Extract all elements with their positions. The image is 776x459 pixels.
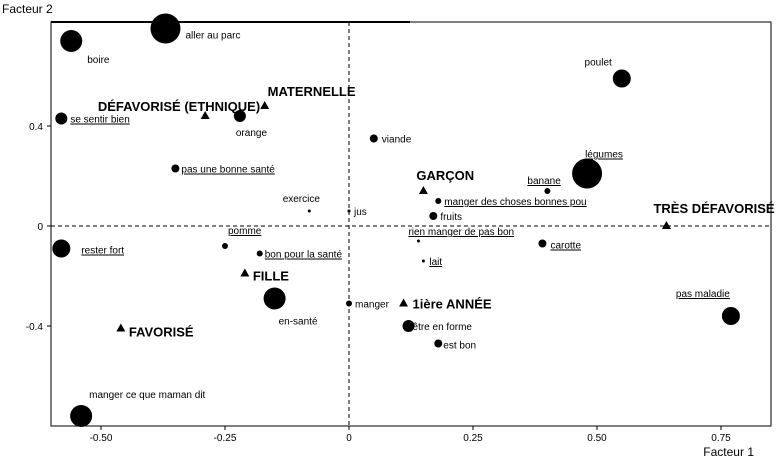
- x-tick-label: 0.75: [711, 433, 731, 444]
- plot-border: [50, 21, 772, 427]
- word-point: [60, 30, 83, 52]
- y-tick-label: 0: [37, 222, 43, 233]
- word-point: [347, 209, 351, 213]
- word-point: [233, 110, 246, 122]
- word-label: pas une bonne santé: [181, 165, 275, 176]
- word-point: [171, 164, 180, 173]
- word-label: poulet: [585, 58, 612, 69]
- group-point: [260, 101, 270, 109]
- word-point: [256, 250, 263, 257]
- x-axis-title: Facteur 1: [703, 445, 754, 459]
- group-point: [661, 221, 671, 229]
- word-point: [572, 158, 603, 189]
- word-point: [52, 239, 71, 258]
- group-point: [116, 323, 126, 332]
- group-label: DÉFAVORISÉ (ETHNIQUE): [98, 99, 260, 114]
- word-label: pomme: [228, 226, 262, 237]
- word-point: [538, 239, 547, 248]
- y-tick-label: -0.4: [26, 322, 44, 333]
- word-label: lait: [429, 257, 442, 268]
- word-label: rien manger de pas bon: [408, 227, 514, 238]
- group-point: [200, 111, 210, 119]
- word-point: [402, 320, 415, 332]
- word-point: [416, 239, 420, 243]
- word-point: [421, 259, 425, 263]
- x-tick-label: -0.50: [90, 433, 113, 444]
- group-point: [399, 298, 409, 307]
- word-label: bon pour la santé: [265, 250, 343, 261]
- group-label: FAVORISÉ: [129, 325, 194, 340]
- word-label: manger ce que maman dit: [89, 390, 205, 401]
- group-point: [418, 186, 428, 194]
- word-point: [435, 198, 442, 204]
- word-label: exercice: [283, 194, 321, 205]
- word-label: boire: [87, 55, 110, 66]
- word-point: [222, 243, 228, 249]
- x-tick-label: 0.25: [463, 433, 483, 444]
- group-label: GARÇON: [416, 168, 474, 183]
- word-point: [55, 112, 68, 125]
- word-point: [544, 188, 551, 194]
- word-label: rester fort: [81, 246, 124, 257]
- word-label: légumes: [585, 150, 623, 161]
- word-point: [150, 13, 181, 44]
- axis-ticks: -0.50 -0.25 0 0.25 0.50 0.75 0.4 0 -0.4: [26, 122, 731, 444]
- word-point: [721, 307, 740, 325]
- plot-frame: [50, 21, 772, 427]
- word-label: manger des choses bonnes pou: [444, 197, 586, 208]
- data-points: aller au parc boire poulet se sentir bien or…: [52, 13, 775, 427]
- y-axis-title: Facteur 2: [2, 2, 53, 16]
- word-label: être en forme: [413, 322, 473, 333]
- word-point: [429, 212, 438, 220]
- word-point: [263, 287, 286, 310]
- x-tick-label: 0.50: [587, 433, 607, 444]
- word-point: [346, 300, 352, 307]
- word-label: manger: [355, 300, 390, 311]
- word-label: est bon: [443, 341, 476, 352]
- word-point: [369, 134, 378, 143]
- group-label: FILLE: [253, 269, 289, 284]
- word-point: [434, 339, 443, 348]
- word-label: carotte: [550, 241, 581, 252]
- x-tick-label: 0: [346, 433, 352, 444]
- word-label: aller au parc: [185, 31, 240, 42]
- word-point: [70, 405, 93, 427]
- group-label: MATERNELLE: [268, 84, 356, 99]
- word-point: [307, 209, 311, 213]
- word-label: jus: [353, 207, 367, 218]
- word-label: fruits: [440, 212, 462, 223]
- x-tick-label: -0.25: [214, 433, 237, 444]
- group-point: [240, 268, 250, 277]
- word-label: viande: [382, 135, 412, 146]
- word-point: [612, 69, 631, 88]
- group-label: 1ière ANNÉE: [413, 297, 492, 312]
- word-label: se sentir bien: [70, 115, 129, 126]
- y-tick-label: 0.4: [29, 122, 43, 133]
- word-label: en-santé: [279, 317, 318, 328]
- word-label: orange: [236, 128, 268, 139]
- group-label: TRÈS DÉFAVORISÉ: [653, 201, 774, 216]
- word-label: banane: [527, 176, 561, 187]
- word-label: pas maladie: [676, 289, 730, 300]
